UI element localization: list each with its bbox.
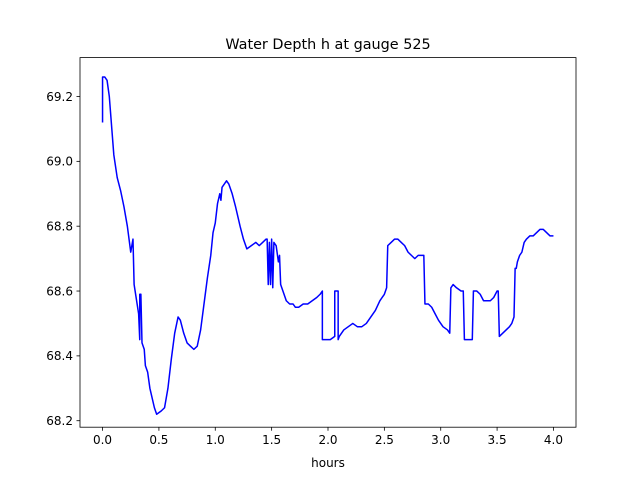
x-tick-label: 2.0 [318,433,337,447]
x-axis-ticks: 0.0 0.5 1.0 1.5 2.0 2.5 3.0 3.5 4.0 [93,427,563,447]
x-tick-label: 2.5 [375,433,394,447]
x-tick-label: 1.5 [262,433,281,447]
x-tick-label: 3.0 [431,433,450,447]
series-layer [101,76,554,415]
y-tick-label: 68.6 [46,284,73,298]
y-tick-label: 68.4 [46,349,73,363]
x-axis-label: hours [311,456,345,470]
x-tick-label: 0.5 [149,433,168,447]
y-tick-label: 69.0 [46,155,73,169]
plot-area [80,57,576,428]
series-line-0 [101,76,554,415]
x-tick-label: 0.0 [93,433,112,447]
chart-title: Water Depth h at gauge 525 [225,37,430,53]
y-tick-label: 68.2 [46,414,73,428]
x-tick-label: 1.0 [206,433,225,447]
y-tick-label: 68.8 [46,219,73,233]
x-tick-label: 3.5 [488,433,507,447]
y-tick-label: 69.2 [46,90,73,104]
y-axis-ticks: 68.2 68.4 68.6 68.8 69.0 69.2 [46,90,80,428]
x-tick-label: 4.0 [544,433,563,447]
axes-frame [79,57,577,428]
